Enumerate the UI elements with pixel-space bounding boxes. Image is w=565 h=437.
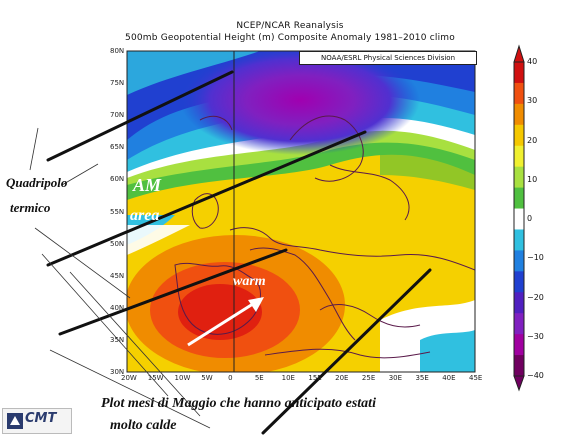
lat-tick-label: 65N: [110, 143, 125, 152]
colorbar-segment: [514, 271, 524, 293]
lon-tick-label: 15E: [308, 374, 322, 382]
colorbar-tick-label: 40: [527, 57, 538, 66]
colorbar-frame: [513, 61, 525, 377]
label-area: area: [130, 207, 160, 224]
label-warm: warm: [233, 274, 266, 289]
lon-tick-label: 40E: [442, 374, 456, 382]
lat-tick-label: 35N: [110, 335, 125, 344]
lon-tick-label: 35E: [415, 374, 429, 382]
colorbar-tick-label: 10: [527, 174, 538, 184]
lat-tick-label: 60N: [110, 175, 125, 184]
lat-tick-label: 50N: [110, 239, 125, 248]
pointer-lines: [29, 127, 211, 429]
chart-subtitle: 500mb Geopotential Height (m) Composite …: [125, 33, 455, 43]
lon-tick-label: 10E: [281, 374, 295, 382]
colorbar-segment: [514, 166, 524, 189]
logo-mark: [7, 413, 23, 429]
lat-tick-label: 75N: [110, 79, 125, 88]
colorbar-segment: [514, 250, 524, 272]
colorbar-segment: [514, 208, 524, 230]
colorbar-segment: [514, 103, 524, 126]
colorbar-segment: [514, 82, 524, 105]
colorbar-tick-label: −40: [527, 371, 544, 380]
lat-tick-label: 40N: [110, 303, 125, 312]
lon-tick-label: 30E: [388, 374, 403, 382]
lon-tick-label: 20W: [121, 374, 137, 382]
colorbar-segment: [514, 313, 524, 335]
colorbar-segment: [514, 187, 524, 210]
lat-tick-label: 30N: [110, 368, 125, 376]
label-am: AM: [133, 175, 162, 195]
lon-tick-label: 5W: [201, 374, 213, 382]
lon-tick-label: 15W: [147, 374, 164, 382]
lat-tick-label: 55N: [110, 207, 125, 216]
colorbar-top-arrow: [513, 44, 525, 63]
quadrupole-lines: [46, 70, 432, 435]
cmt-logo-icon: CMT: [2, 408, 72, 434]
lat-tick-label: 45N: [110, 271, 125, 280]
colorbar-tick-label: −10: [527, 253, 544, 263]
caption-line2: molto calde: [110, 418, 177, 433]
colorbar-tick-label: 20: [527, 135, 538, 145]
lon-tick-label: 20E: [335, 374, 349, 382]
colorbar-bottom-arrow: [513, 375, 525, 392]
logo-text: CMT: [25, 411, 57, 426]
lon-tick-label: 25E: [361, 374, 376, 382]
colorbar-tick-label: 0: [527, 214, 533, 223]
colorbar-segment: [514, 62, 524, 84]
colorbar-tick-label: −30: [527, 331, 544, 341]
colorbar-segment: [514, 292, 524, 314]
colorbar-segment: [514, 229, 524, 251]
colorbar-segment: [514, 355, 524, 377]
caption-line1: Plot mesi di Maggio che hanno anticipato…: [101, 396, 376, 411]
annotation-termico: termico: [10, 200, 51, 215]
anomaly-field: [127, 51, 475, 372]
lon-tick-label: 5E: [254, 374, 264, 382]
chart-title: NCEP/NCAR Reanalysis: [236, 21, 344, 31]
colorbar-segment: [514, 145, 524, 168]
lon-tick-label: 45E: [469, 374, 483, 382]
lat-tick-label: 80N: [110, 47, 125, 55]
colorbar: [513, 44, 525, 392]
annotation-quadripolo: Quadripolo: [6, 175, 68, 190]
warm-arrow-icon: [187, 297, 264, 347]
lon-tick-label: 10W: [174, 374, 191, 382]
colorbar-tick-label: −20: [527, 292, 544, 302]
credit-label: NOAA/ESRL Physical Sciences Division: [299, 51, 477, 65]
lat-tick-label: 70N: [110, 111, 125, 120]
colorbar-segment: [514, 124, 524, 147]
colorbar-tick-label: 30: [527, 96, 538, 106]
colorbar-segment: [514, 334, 524, 356]
lon-tick-label: 0: [228, 374, 233, 382]
